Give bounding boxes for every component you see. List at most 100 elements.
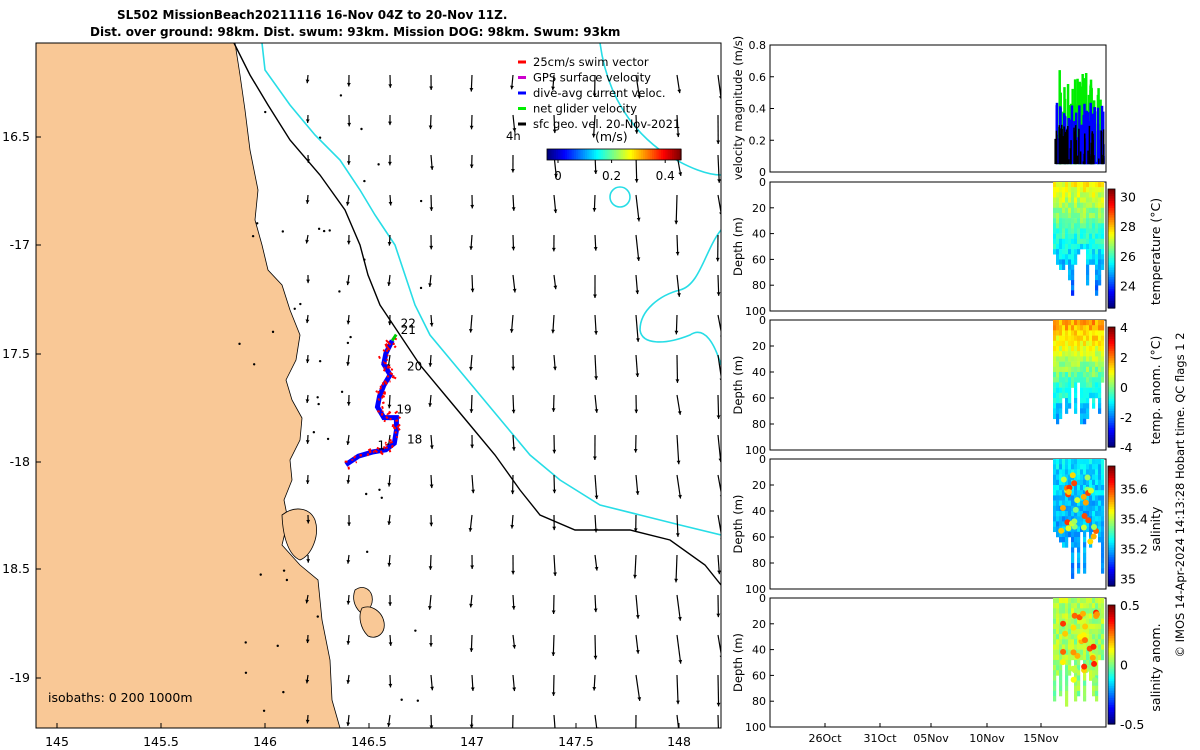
depth-cell xyxy=(1056,366,1060,373)
current-vector xyxy=(635,194,640,222)
depth-cell xyxy=(1059,459,1063,465)
depth-cell xyxy=(1071,654,1075,661)
depth-cell xyxy=(1065,675,1069,681)
sample-dot xyxy=(1060,648,1067,655)
depth-cell xyxy=(1080,351,1084,357)
colorbar-cell xyxy=(1108,370,1115,374)
colorbar-cell xyxy=(1108,227,1115,231)
depth-panel-frame xyxy=(769,458,1107,590)
depth-cell xyxy=(1080,469,1084,475)
depth-cell xyxy=(1053,474,1057,481)
current-vector-head xyxy=(594,409,599,413)
map-colorbar-cell xyxy=(643,149,646,160)
depth-cell xyxy=(1098,228,1102,234)
depth-cell xyxy=(1092,685,1096,692)
colorbar-cell xyxy=(1108,200,1115,204)
depth-cell xyxy=(1095,223,1099,229)
current-vector-head xyxy=(346,402,351,406)
depth-cell xyxy=(1053,623,1057,630)
depth-cell xyxy=(1062,192,1066,198)
depth-cell xyxy=(1071,259,1075,265)
swim-vector xyxy=(381,401,385,405)
isobath-1000m-lobe xyxy=(639,229,721,366)
map-y-tick-label: 16.5 xyxy=(2,129,30,144)
depth-cell xyxy=(1068,223,1072,229)
current-vector-head xyxy=(717,570,721,575)
depth-cell xyxy=(1083,325,1087,331)
depth-cell xyxy=(1059,665,1063,671)
depth-cell xyxy=(1089,613,1093,619)
colorbar-cell xyxy=(1108,432,1115,436)
depth-cell xyxy=(1065,613,1069,619)
colorbar-cell xyxy=(1108,470,1115,474)
colorbar-cell xyxy=(1108,719,1115,723)
depth-cell xyxy=(1083,413,1087,420)
map-colorbar-cell xyxy=(598,149,602,160)
depth-cell xyxy=(1089,346,1093,352)
depth-cell xyxy=(1056,218,1060,224)
depth-cell xyxy=(1062,377,1066,383)
depth-cell xyxy=(1056,464,1060,470)
current-vector-head xyxy=(637,697,642,701)
depth-cell xyxy=(1068,479,1072,486)
colorbar-cell xyxy=(1108,650,1115,654)
current-vector-head xyxy=(305,480,310,484)
depth-cell xyxy=(1089,259,1093,265)
depth-cell xyxy=(1053,659,1057,666)
depth-cell xyxy=(1083,690,1087,697)
depth-cell xyxy=(1068,608,1072,614)
swim-vector xyxy=(373,449,379,454)
depth-cell xyxy=(1095,511,1099,517)
depth-cell xyxy=(1086,403,1090,409)
depth-cell xyxy=(1053,628,1057,635)
sample-dot xyxy=(1070,624,1077,631)
current-vector-head xyxy=(551,692,556,696)
colorbar-cell xyxy=(1108,418,1115,422)
depth-cell xyxy=(1101,469,1105,475)
current-vector-head xyxy=(551,610,556,614)
reef-dot xyxy=(281,230,285,233)
depth-cell xyxy=(1077,212,1081,219)
depth-cell xyxy=(1065,542,1069,548)
current-vector-head xyxy=(428,125,433,130)
depth-cell xyxy=(1071,233,1075,240)
depth-cell xyxy=(1056,654,1060,661)
current-vector xyxy=(635,234,640,262)
depth-cell xyxy=(1065,351,1069,357)
depth-cell xyxy=(1077,243,1081,250)
depth-cell xyxy=(1101,223,1105,229)
depth-cell xyxy=(1086,202,1090,209)
depth-cell xyxy=(1092,243,1096,250)
depth-cell xyxy=(1077,680,1081,686)
current-vector-head xyxy=(635,373,640,377)
swim-vector xyxy=(396,423,401,429)
depth-cell xyxy=(1071,500,1075,507)
sample-dot xyxy=(1093,611,1100,618)
colorbar-cell xyxy=(1108,379,1115,383)
depth-cell xyxy=(1095,495,1099,501)
colorbar-tick-label: -0.5 xyxy=(1120,717,1144,732)
depth-cell xyxy=(1092,320,1096,326)
colorbar-cell xyxy=(1108,662,1115,666)
depth-cell xyxy=(1071,552,1075,559)
depth-cell xyxy=(1086,330,1090,336)
current-vector xyxy=(553,714,556,728)
current-vector-head xyxy=(470,288,475,293)
depth-cell xyxy=(1059,243,1063,250)
current-vector-head xyxy=(510,490,515,495)
depth-cell xyxy=(1098,623,1102,630)
depth-cell xyxy=(1056,495,1060,501)
map-colorbar-cell xyxy=(564,149,568,160)
depth-cell xyxy=(1074,243,1078,250)
depth-cell xyxy=(1056,372,1060,378)
depth-cell xyxy=(1068,382,1072,388)
depth-cell xyxy=(1095,346,1099,352)
depth-cell xyxy=(1077,474,1081,481)
sample-dot xyxy=(1071,480,1078,487)
map-y-tick-label: -19 xyxy=(10,670,30,685)
sample-dot xyxy=(1085,517,1092,524)
depth-cell xyxy=(1089,218,1093,224)
current-vector-head xyxy=(305,119,310,123)
depth-cell xyxy=(1065,254,1069,260)
depth-cell xyxy=(1053,249,1057,255)
